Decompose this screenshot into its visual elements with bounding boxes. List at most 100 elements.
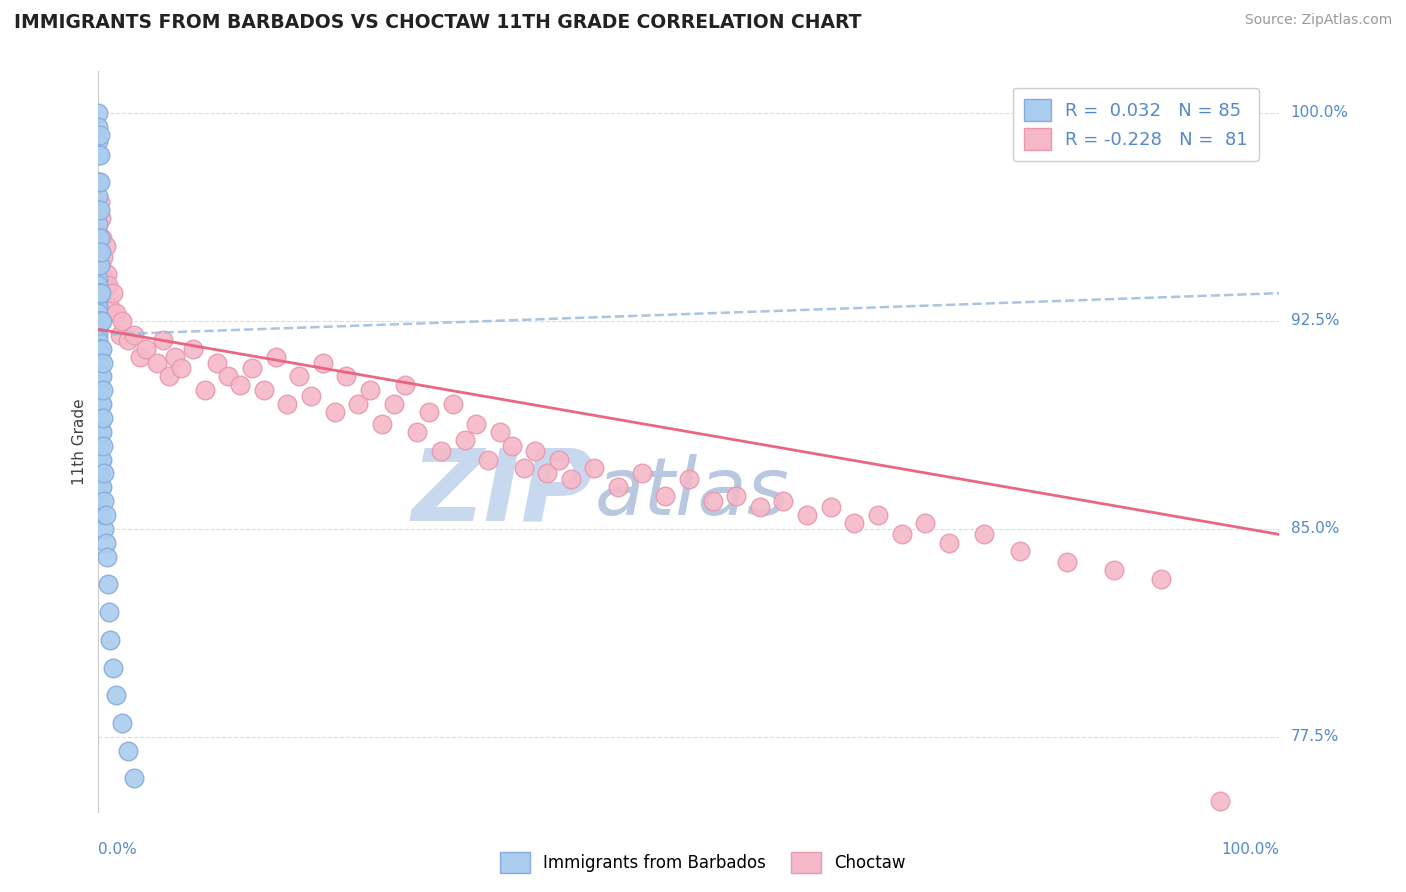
- Point: [87, 327, 110, 342]
- Point: [90, 508, 112, 522]
- Point: [128, 350, 150, 364]
- Point: [87, 392, 110, 406]
- Point: [430, 444, 453, 458]
- Point: [122, 772, 145, 786]
- Text: ZIP: ZIP: [412, 445, 595, 541]
- Point: [87, 134, 110, 148]
- Point: [441, 397, 464, 411]
- Point: [748, 500, 770, 514]
- Point: [548, 452, 571, 467]
- Point: [371, 417, 394, 431]
- Point: [87, 244, 110, 259]
- Point: [91, 480, 114, 494]
- Point: [87, 322, 110, 336]
- Point: [89, 342, 111, 356]
- Point: [94, 508, 117, 522]
- Point: [87, 369, 110, 384]
- Point: [98, 632, 121, 647]
- Point: [394, 377, 416, 392]
- Point: [359, 383, 381, 397]
- Point: [93, 494, 115, 508]
- Point: [477, 452, 499, 467]
- Point: [512, 461, 534, 475]
- Point: [87, 189, 110, 203]
- Point: [89, 467, 111, 481]
- Point: [90, 286, 112, 301]
- Point: [181, 342, 204, 356]
- Point: [89, 314, 111, 328]
- Point: [288, 369, 311, 384]
- Point: [89, 480, 111, 494]
- Point: [89, 425, 111, 439]
- Point: [654, 489, 676, 503]
- Point: [87, 202, 110, 217]
- Point: [87, 300, 110, 314]
- Point: [91, 355, 114, 369]
- Point: [406, 425, 429, 439]
- Point: [536, 467, 558, 481]
- Point: [240, 361, 263, 376]
- Point: [87, 259, 110, 273]
- Point: [844, 516, 866, 531]
- Text: 92.5%: 92.5%: [1291, 313, 1339, 328]
- Point: [335, 369, 357, 384]
- Point: [111, 716, 134, 731]
- Point: [93, 522, 115, 536]
- Point: [89, 175, 111, 189]
- Point: [89, 411, 111, 425]
- Point: [87, 350, 110, 364]
- Point: [465, 417, 488, 431]
- Text: 0.0%: 0.0%: [98, 842, 138, 857]
- Point: [90, 244, 112, 259]
- Point: [264, 350, 287, 364]
- Point: [108, 327, 131, 342]
- Point: [194, 383, 217, 397]
- Point: [89, 259, 111, 273]
- Point: [453, 433, 475, 447]
- Point: [796, 508, 818, 522]
- Point: [973, 527, 995, 541]
- Text: 77.5%: 77.5%: [1291, 730, 1339, 744]
- Point: [87, 120, 110, 134]
- Point: [170, 361, 193, 376]
- Point: [146, 355, 169, 369]
- Point: [122, 327, 145, 342]
- Text: 100.0%: 100.0%: [1291, 105, 1348, 120]
- Point: [87, 334, 110, 348]
- Point: [98, 300, 121, 314]
- Point: [323, 405, 346, 419]
- Point: [87, 305, 110, 319]
- Point: [702, 494, 724, 508]
- Point: [89, 452, 111, 467]
- Point: [501, 439, 523, 453]
- Point: [152, 334, 174, 348]
- Point: [560, 472, 582, 486]
- Point: [105, 305, 128, 319]
- Point: [91, 425, 114, 439]
- Point: [89, 369, 111, 384]
- Point: [820, 500, 842, 514]
- Point: [678, 472, 700, 486]
- Legend: R =  0.032   N = 85, R = -0.228   N =  81: R = 0.032 N = 85, R = -0.228 N = 81: [1012, 87, 1258, 161]
- Point: [90, 342, 112, 356]
- Point: [90, 211, 112, 226]
- Point: [89, 355, 111, 369]
- Point: [524, 444, 547, 458]
- Point: [87, 377, 110, 392]
- Point: [89, 383, 111, 397]
- Point: [253, 383, 276, 397]
- Point: [165, 350, 187, 364]
- Point: [89, 439, 111, 453]
- Point: [90, 314, 112, 328]
- Point: [87, 397, 110, 411]
- Point: [866, 508, 889, 522]
- Point: [117, 744, 139, 758]
- Point: [607, 480, 630, 494]
- Legend: Immigrants from Barbados, Choctaw: Immigrants from Barbados, Choctaw: [494, 846, 912, 880]
- Point: [98, 605, 121, 619]
- Point: [87, 217, 110, 231]
- Point: [90, 369, 112, 384]
- Point: [89, 397, 111, 411]
- Point: [418, 405, 440, 419]
- Point: [89, 244, 111, 259]
